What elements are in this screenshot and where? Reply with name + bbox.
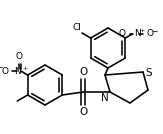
- Text: N: N: [101, 93, 109, 103]
- Text: N: N: [134, 29, 141, 38]
- Text: O: O: [118, 29, 125, 38]
- Text: −: −: [151, 27, 158, 36]
- Text: S: S: [145, 68, 152, 78]
- Text: N: N: [14, 66, 21, 75]
- Text: O: O: [146, 29, 153, 38]
- Text: O: O: [79, 67, 87, 77]
- Text: −: −: [0, 64, 3, 72]
- Text: O: O: [79, 107, 87, 117]
- Text: O: O: [15, 52, 22, 61]
- Text: O: O: [2, 66, 9, 75]
- Text: +: +: [23, 66, 28, 70]
- Text: +: +: [139, 29, 144, 34]
- Text: Cl: Cl: [72, 23, 81, 32]
